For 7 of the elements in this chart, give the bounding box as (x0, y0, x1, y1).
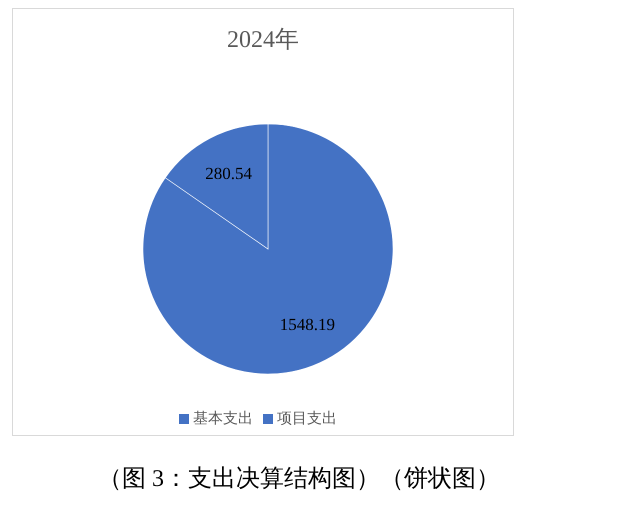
chart-title: 2024年 (226, 26, 300, 55)
data-label: 280.54 (205, 164, 252, 184)
text: （图 3：支出决算结构图）（饼状图） (98, 465, 501, 494)
legend-label: 基本支出 (193, 411, 253, 427)
data-label: 1548.19 (280, 314, 336, 334)
pie-slice (142, 124, 394, 374)
legend-label: 项目支出 (277, 411, 337, 427)
